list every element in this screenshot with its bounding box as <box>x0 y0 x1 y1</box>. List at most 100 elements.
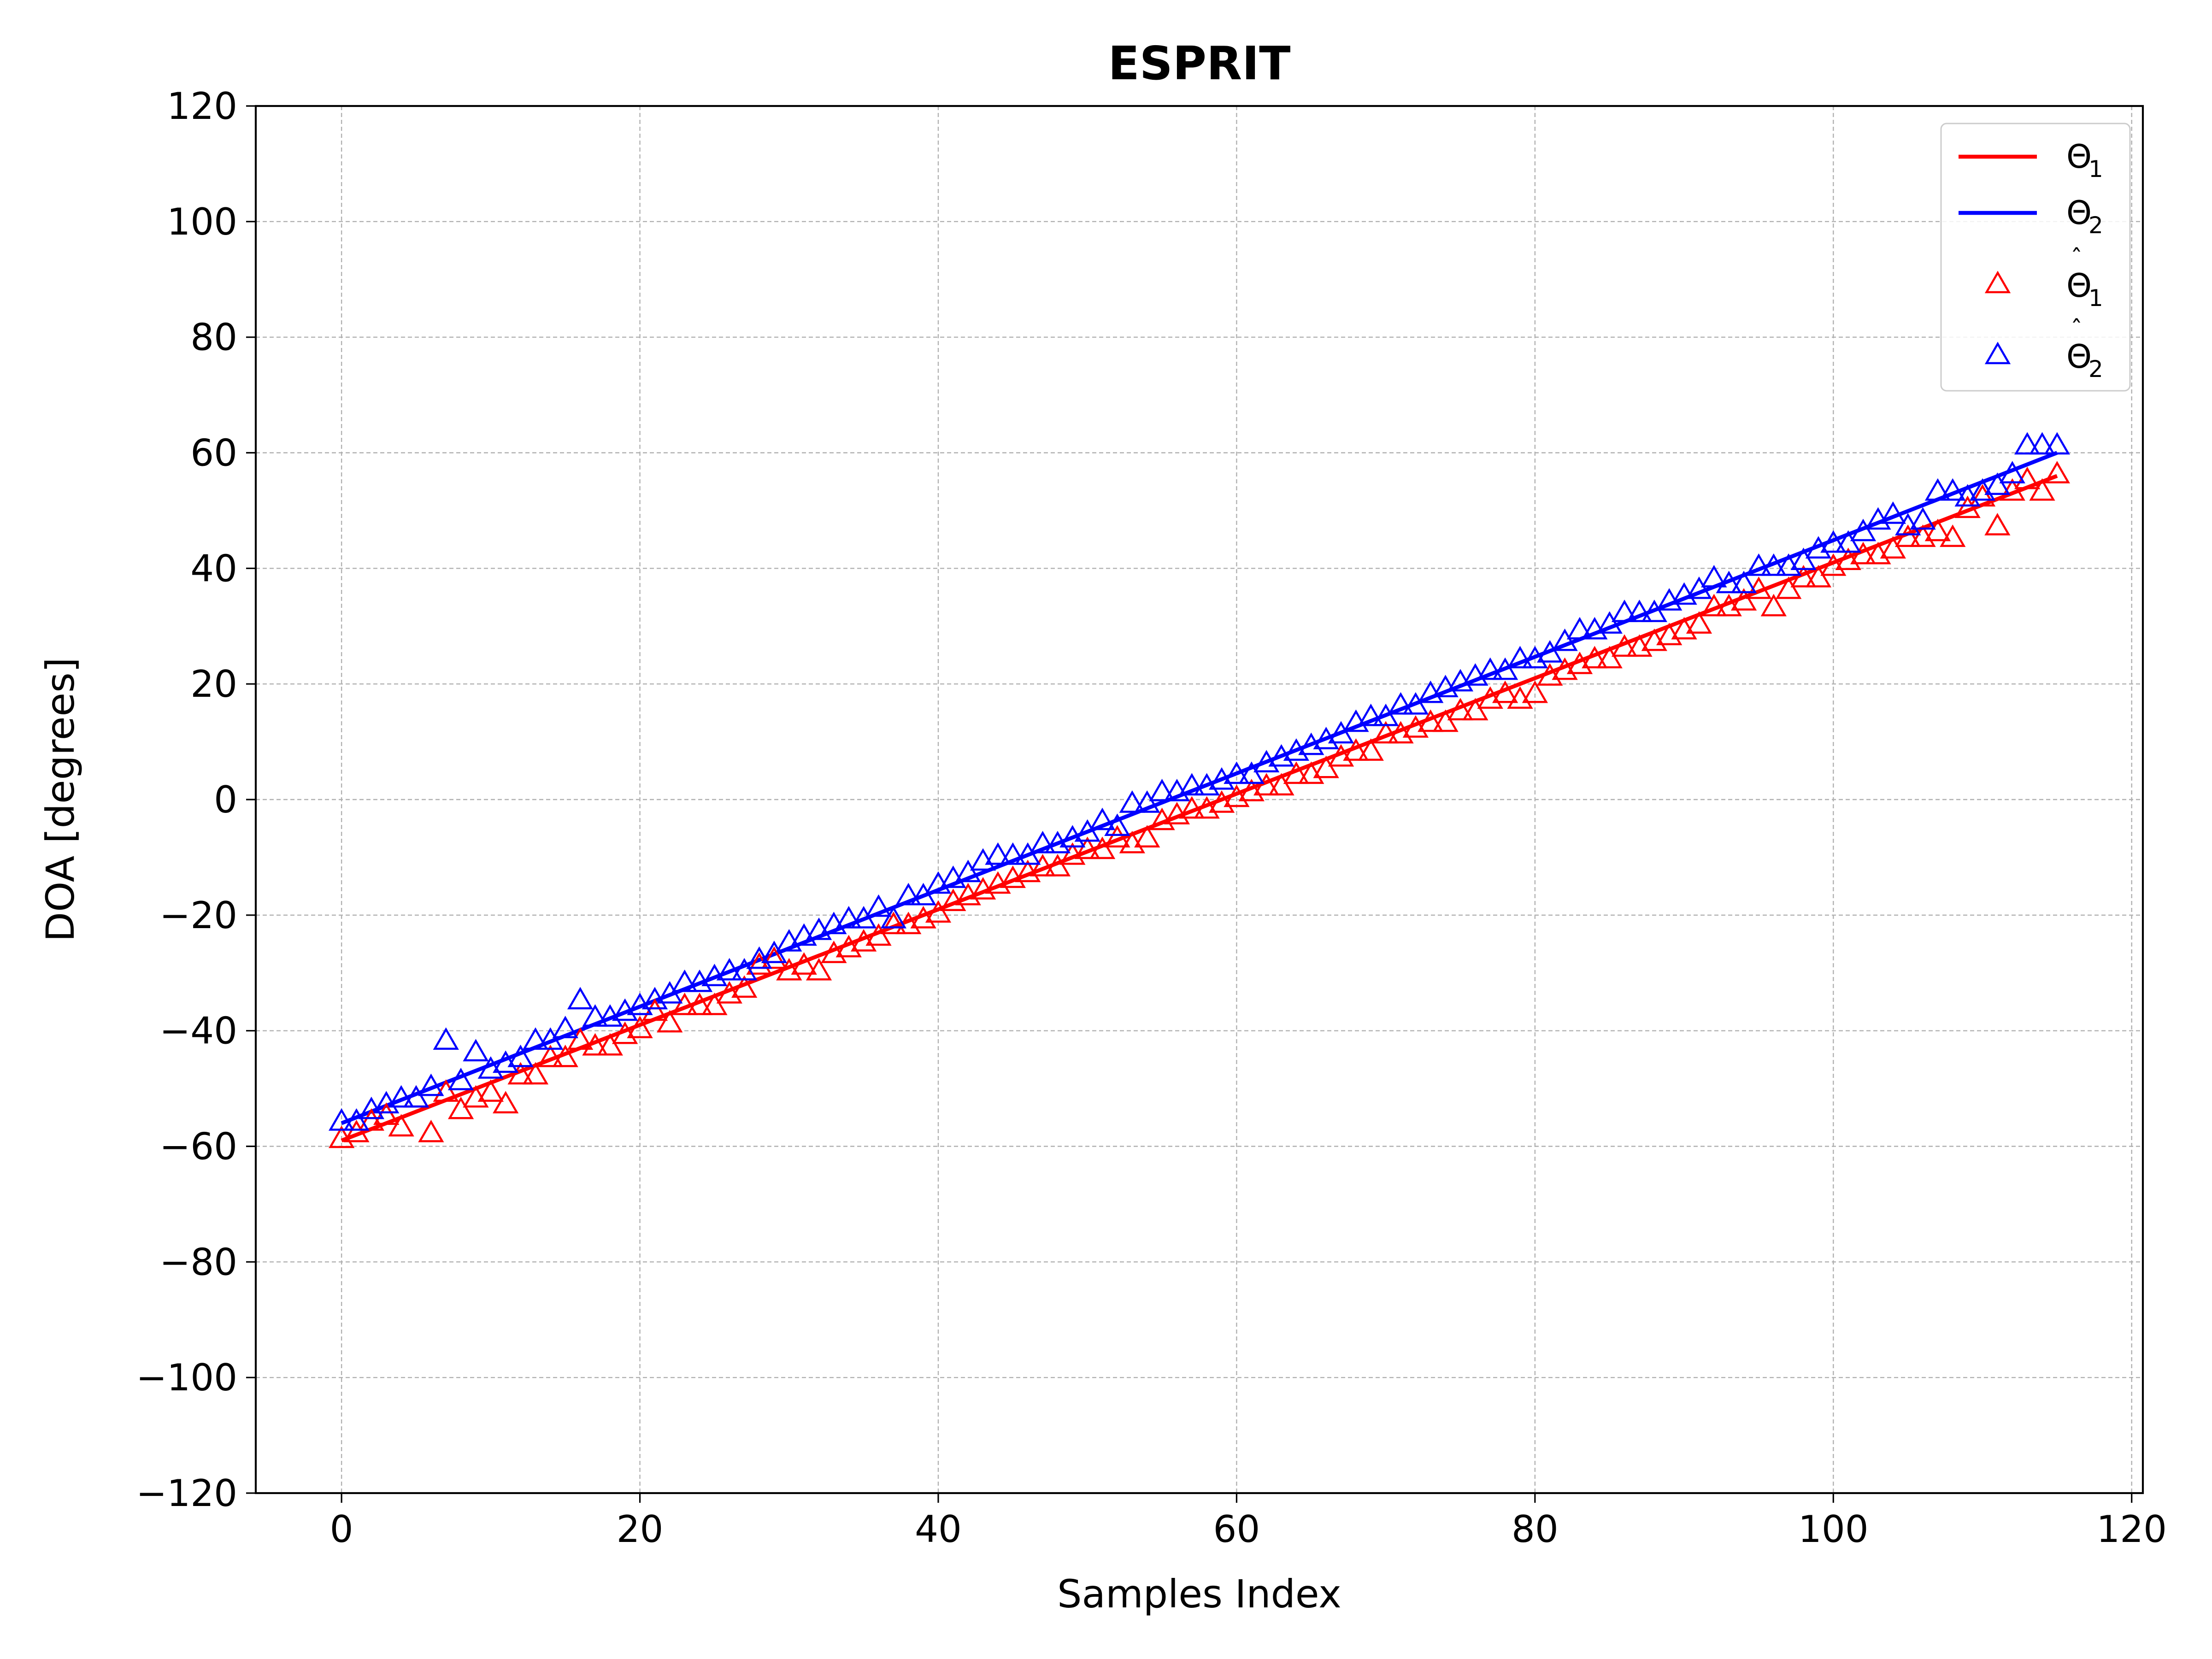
y-tick-label: −40 <box>159 1010 237 1053</box>
legend-label: Θ <box>2066 267 2092 305</box>
data-point-theta-hat-1 <box>1776 576 1802 599</box>
data-point-theta-hat-2 <box>835 906 862 929</box>
data-point-theta-hat-1 <box>701 992 728 1015</box>
data-point-theta-hat-1 <box>597 1033 623 1056</box>
x-axis-label: Samples Index <box>1057 1571 1341 1617</box>
axis-ticks: 0 20 40 60 80 100 120 −120 −100 −80 −60 −40 −20 0 20 40… <box>136 85 2167 1551</box>
data-point-theta-hat-1 <box>657 1010 683 1033</box>
data-point-theta-hat-2 <box>1596 611 1623 634</box>
legend-label-subscript: 1 <box>2088 285 2103 312</box>
data-point-theta-hat-2 <box>1134 790 1160 813</box>
data-point-theta-hat-1 <box>507 1062 534 1085</box>
data-point-theta-hat-1 <box>447 1096 474 1119</box>
x-tick-label: 20 <box>617 1508 664 1551</box>
data-point-theta-hat-2 <box>1000 842 1026 865</box>
data-point-theta-hat-2 <box>1924 478 1951 501</box>
data-point-theta-hat-1 <box>627 1016 653 1038</box>
data-point-theta-hat-2 <box>1716 571 1742 594</box>
data-point-theta-hat-1 <box>1940 524 1966 547</box>
data-point-theta-hat-1 <box>1418 709 1444 732</box>
data-point-theta-hat-2 <box>537 1027 564 1050</box>
data-point-theta-hat-1 <box>1074 836 1100 859</box>
data-point-theta-hat-1 <box>522 1062 549 1085</box>
data-point-theta-hat-1 <box>1522 680 1548 703</box>
data-point-theta-hat-2 <box>1328 721 1354 744</box>
data-point-theta-hat-2 <box>1611 600 1638 622</box>
data-point-theta-hat-1 <box>1954 495 1981 518</box>
data-point-theta-hat-1 <box>477 1079 504 1102</box>
y-tick-label: 40 <box>190 547 237 590</box>
data-point-theta-hat-1 <box>1253 773 1280 796</box>
plot-series <box>328 432 2071 1148</box>
data-point-theta-hat-1 <box>343 1119 370 1142</box>
legend-label-subscript: 2 <box>2088 356 2103 382</box>
data-point-theta-hat-2 <box>522 1027 549 1050</box>
data-point-theta-hat-1 <box>1701 594 1727 617</box>
data-point-theta-hat-1 <box>731 975 758 998</box>
legend-label-subscript: 2 <box>2088 212 2103 239</box>
data-point-theta-hat-2 <box>1402 692 1429 715</box>
data-point-theta-hat-1 <box>1880 536 1906 559</box>
y-tick-label: −120 <box>136 1472 237 1515</box>
data-point-theta-hat-2 <box>1372 703 1399 726</box>
data-point-theta-hat-2 <box>1358 703 1384 726</box>
data-point-theta-hat-1 <box>1596 646 1623 669</box>
x-tick-label: 0 <box>330 1508 353 1551</box>
data-point-theta-hat-1 <box>1358 738 1384 761</box>
data-point-theta-hat-2 <box>582 1004 608 1027</box>
data-point-theta-hat-1 <box>1895 524 1921 547</box>
data-point-theta-hat-1 <box>552 1044 578 1067</box>
data-point-theta-hat-1 <box>1432 709 1459 732</box>
x-tick-label: 80 <box>1512 1508 1559 1551</box>
data-point-theta-hat-2 <box>463 1039 489 1062</box>
data-point-theta-hat-2 <box>433 1027 459 1050</box>
data-point-theta-hat-2 <box>403 1085 429 1108</box>
data-point-theta-hat-1 <box>1730 588 1757 611</box>
data-point-theta-hat-1 <box>1044 853 1071 877</box>
data-point-theta-hat-2 <box>2044 432 2071 455</box>
data-point-theta-hat-2 <box>1984 472 2011 495</box>
data-point-theta-hat-2 <box>716 958 742 981</box>
data-point-theta-hat-2 <box>447 1068 474 1090</box>
legend-label-subscript: 1 <box>2088 156 2103 182</box>
data-point-theta-hat-2 <box>343 1108 370 1131</box>
data-point-theta-hat-2 <box>1238 761 1265 784</box>
data-point-theta-hat-2 <box>1537 640 1563 663</box>
y-tick-label: −60 <box>159 1125 237 1168</box>
data-point-theta-hat-1 <box>1030 853 1056 877</box>
data-point-theta-hat-1 <box>865 923 892 946</box>
data-point-theta-hat-2 <box>1940 478 1966 501</box>
data-point-theta-hat-2 <box>1492 657 1518 680</box>
data-point-theta-hat-2 <box>328 1108 355 1131</box>
y-tick-label: 100 <box>167 200 237 243</box>
legend-marker-swatch <box>1984 341 2011 365</box>
data-point-theta-hat-2 <box>955 859 981 882</box>
data-point-theta-hat-1 <box>1850 541 1877 565</box>
data-point-theta-hat-1 <box>1492 680 1518 703</box>
data-point-theta-hat-1 <box>1924 518 1951 541</box>
data-point-theta-hat-1 <box>1805 565 1832 588</box>
data-point-theta-hat-2 <box>1999 461 2025 483</box>
data-point-theta-hat-1 <box>1268 773 1294 796</box>
data-point-theta-hat-2 <box>1820 530 1847 553</box>
data-point-theta-hat-2 <box>552 1016 578 1038</box>
y-tick-label: 20 <box>190 663 237 706</box>
data-point-theta-hat-2 <box>910 882 936 906</box>
data-point-theta-hat-2 <box>1730 571 1757 594</box>
data-point-theta-hat-2 <box>1760 553 1787 576</box>
legend-hat-accent: ˆ <box>2071 245 2083 272</box>
legend-label: Θ <box>2066 338 2092 376</box>
data-point-theta-hat-2 <box>1388 692 1414 715</box>
data-point-theta-hat-2 <box>1119 790 1145 813</box>
data-point-theta-hat-2 <box>1507 646 1533 669</box>
y-tick-label: −20 <box>159 894 237 937</box>
data-point-theta-hat-1 <box>1582 646 1608 669</box>
y-axis-label: DOA [degrees] <box>38 657 83 941</box>
data-point-theta-hat-1 <box>1343 738 1369 761</box>
data-point-theta-hat-1 <box>1313 755 1339 778</box>
data-point-theta-hat-2 <box>1626 600 1653 622</box>
y-tick-label: 0 <box>214 778 237 821</box>
data-point-theta-hat-2 <box>1880 501 1906 524</box>
data-point-theta-hat-1 <box>925 900 952 923</box>
